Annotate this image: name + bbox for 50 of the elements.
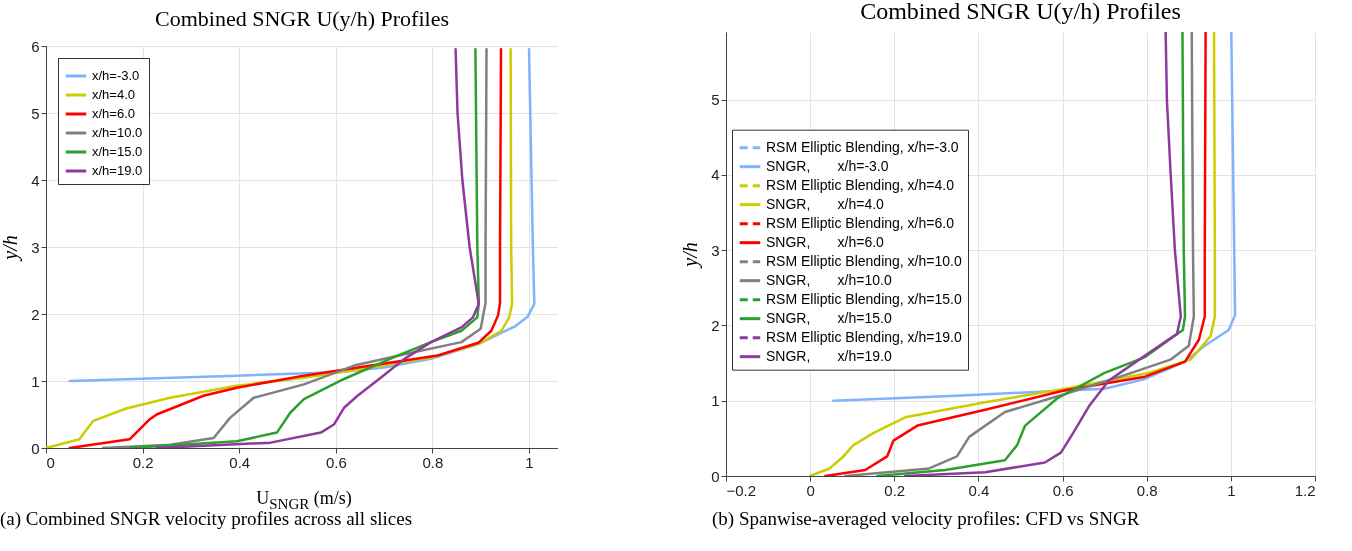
- legend-label: SNGR, x/h=4.0: [766, 195, 885, 212]
- y-tick-label: 0: [31, 439, 40, 457]
- y-tick-label: 2: [31, 305, 40, 323]
- y-tick-label: 4: [711, 166, 720, 184]
- x-tick-label: 0.4: [968, 481, 990, 499]
- y-tick-label: 0: [711, 467, 720, 485]
- x-tick-label: 0.6: [1052, 481, 1074, 499]
- y-tick-label: 3: [711, 241, 720, 259]
- legend-label: SNGR, x/h=-3.0: [766, 157, 889, 174]
- x-tick-label: 0.4: [229, 453, 251, 471]
- legend-label: x/h=19.0: [92, 163, 143, 178]
- y-tick-label: 3: [31, 238, 40, 256]
- x-tick-label: 0.8: [422, 453, 444, 471]
- y-axis-title: y/h: [0, 235, 23, 262]
- x-tick-label: 0: [46, 453, 55, 471]
- chart-title: Combined SNGR U(y/h) Profiles: [155, 6, 449, 31]
- legend-label: x/h=4.0: [92, 87, 136, 102]
- legend-label: SNGR, x/h=6.0: [766, 233, 885, 250]
- y-tick-label: 6: [31, 37, 40, 55]
- legend-label: SNGR, x/h=15.0: [766, 309, 892, 326]
- chart-title: Combined SNGR U(y/h) Profiles: [860, 0, 1181, 24]
- x-tick-label: −0.2: [726, 481, 757, 499]
- x-tick-label: 1: [1227, 481, 1236, 499]
- y-tick-label: 4: [31, 171, 40, 189]
- legend-label: x/h=10.0: [92, 125, 143, 140]
- text: (b) Spanwise-averaged velocity profiles: CFD vs SNGR: [712, 508, 1140, 530]
- x-tick-label: 0: [806, 481, 815, 499]
- legend-label: RSM Elliptic Blending, x/h=15.0: [766, 290, 962, 307]
- legend-label: x/h=-3.0: [92, 68, 140, 83]
- y-tick-label: 2: [711, 316, 720, 334]
- y-tick-label: 5: [711, 91, 720, 109]
- legend-label: x/h=15.0: [92, 144, 143, 159]
- legend-label: RSM Elliptic Blending, x/h=19.0: [766, 328, 962, 345]
- y-tick-label: 1: [711, 392, 720, 410]
- x-tick-label: 0.6: [325, 453, 347, 471]
- x-tick-label: 0.2: [884, 481, 906, 499]
- legend-label: RSM Elliptic Blending, x/h=-3.0: [766, 138, 959, 155]
- legend-label: x/h=6.0: [92, 106, 136, 121]
- x-tick-label: 1: [525, 453, 534, 471]
- y-tick-label: 1: [31, 372, 40, 390]
- legend-label: RSM Elliptic Blending, x/h=4.0: [766, 176, 955, 193]
- legend-label: RSM Elliptic Blending, x/h=6.0: [766, 214, 955, 231]
- x-tick-label: 0.8: [1136, 481, 1158, 499]
- x-tick-label: 1.2: [1294, 481, 1316, 499]
- x-tick-label: 0.2: [132, 453, 154, 471]
- legend-label: SNGR, x/h=10.0: [766, 271, 892, 288]
- legend-label: SNGR, x/h=19.0: [766, 347, 892, 364]
- legend-label: RSM Elliptic Blending, x/h=10.0: [766, 252, 962, 269]
- y-tick-label: 5: [31, 104, 40, 122]
- y-axis-title: y/h: [679, 242, 703, 269]
